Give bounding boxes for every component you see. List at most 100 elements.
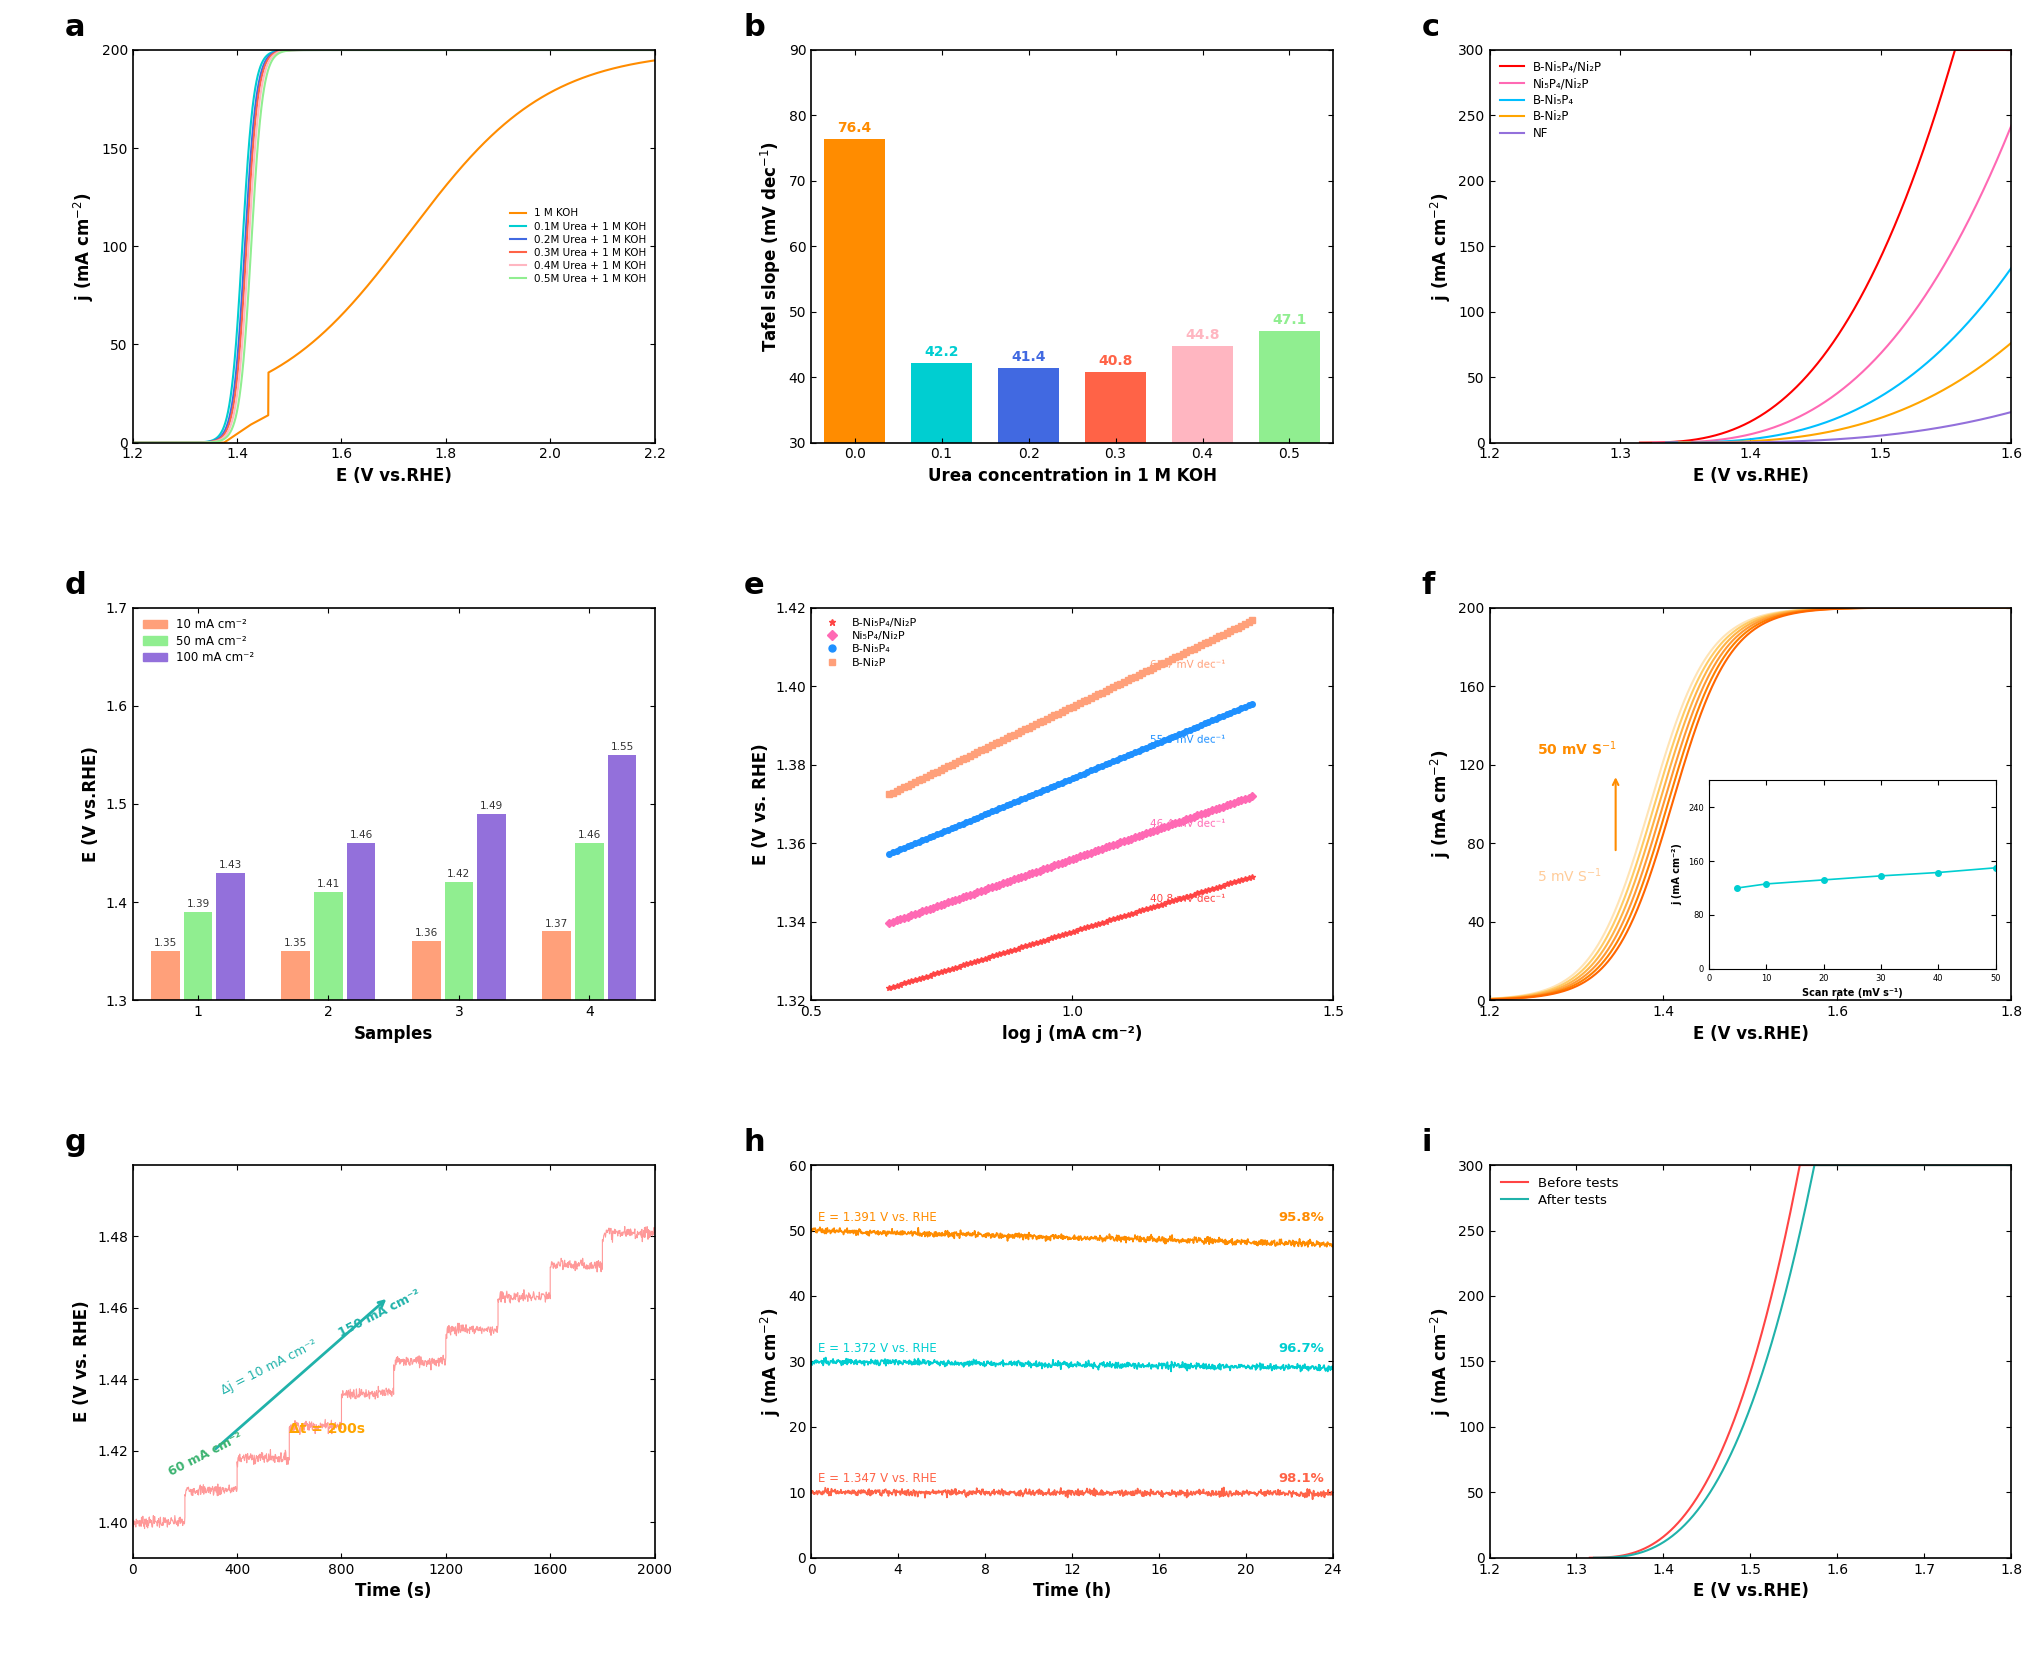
After tests: [1885, 1155, 1909, 1175]
Text: E = 1.372 V vs. RHE: E = 1.372 V vs. RHE: [817, 1341, 937, 1354]
Bar: [1084, 372, 1146, 443]
Ni₅P₄/Ni₂P: [878, 913, 903, 933]
Bar: [151, 951, 180, 1000]
Text: 1.55: 1.55: [611, 741, 633, 751]
B-Ni₂P: [1095, 680, 1119, 700]
Text: 1.43: 1.43: [218, 860, 243, 870]
Y-axis label: j (mA cm$^{-2}$): j (mA cm$^{-2}$): [1429, 750, 1452, 858]
B-Ni₅P₄: [878, 845, 903, 865]
Ni₅P₄/Ni₂P: [1999, 115, 2024, 135]
B-Ni₂P: [1893, 398, 1917, 418]
Text: d: d: [65, 571, 86, 600]
NF: [1707, 433, 1732, 453]
B-Ni₂P: [1689, 433, 1713, 453]
NF: [1885, 423, 1909, 443]
Bar: [825, 138, 884, 443]
Text: E = 1.347 V vs. RHE: E = 1.347 V vs. RHE: [817, 1473, 937, 1486]
X-axis label: E (V vs.RHE): E (V vs.RHE): [1693, 466, 1809, 485]
X-axis label: Time (s): Time (s): [355, 1583, 431, 1599]
Ni₅P₄/Ni₂P: [1885, 325, 1909, 345]
Text: f: f: [1421, 571, 1436, 600]
Ni₅P₄/Ni₂P: [1689, 431, 1713, 451]
Text: 1.35: 1.35: [153, 938, 178, 948]
B-Ni₅P₄/Ni₂P: [1092, 911, 1117, 931]
Line: B-Ni₂P: B-Ni₂P: [886, 616, 1258, 796]
B-Ni₅P₄/Ni₂P: [1893, 188, 1917, 208]
Bar: [999, 368, 1060, 443]
B-Ni₅P₄/Ni₂P: [1836, 310, 1860, 330]
Text: c: c: [1421, 13, 1440, 42]
Before tests: [1893, 1155, 1917, 1175]
B-Ni₅P₄/Ni₂P: [1707, 425, 1732, 445]
Text: 1.41: 1.41: [317, 880, 341, 890]
B-Ni₅P₄: [878, 843, 903, 863]
B-Ni₂P: [878, 783, 903, 803]
B-Ni₂P: [1101, 678, 1125, 698]
Line: After tests: After tests: [1595, 1165, 2011, 1558]
After tests: [1893, 1155, 1917, 1175]
Text: b: b: [743, 13, 766, 42]
Ni₅P₄/Ni₂P: [1095, 836, 1119, 856]
B-Ni₅P₄: [1209, 706, 1233, 726]
B-Ni₂P: [1707, 433, 1732, 453]
Bar: [445, 883, 474, 1000]
B-Ni₂P: [1092, 681, 1117, 701]
Y-axis label: j (mA cm$^{-2}$): j (mA cm$^{-2}$): [1429, 1308, 1452, 1416]
Y-axis label: j (mA cm$^{-2}$): j (mA cm$^{-2}$): [760, 1308, 782, 1416]
Text: 150 mA cm⁻²: 150 mA cm⁻²: [337, 1286, 423, 1339]
Text: 1.46: 1.46: [349, 830, 372, 840]
Ni₅P₄/Ni₂P: [878, 913, 903, 933]
B-Ni₅P₄/Ni₂P: [1101, 910, 1125, 930]
Text: i: i: [1421, 1128, 1431, 1158]
Text: 50 mV S$^{-1}$: 50 mV S$^{-1}$: [1538, 740, 1617, 758]
B-Ni₂P: [1885, 402, 1909, 421]
Ni₅P₄/Ni₂P: [1092, 838, 1117, 858]
X-axis label: E (V vs.RHE): E (V vs.RHE): [1693, 1583, 1809, 1599]
Legend: 10 mA cm⁻², 50 mA cm⁻², 100 mA cm⁻²: 10 mA cm⁻², 50 mA cm⁻², 100 mA cm⁻²: [139, 613, 259, 670]
Ni₅P₄/Ni₂P: [1707, 430, 1732, 450]
Text: 60 mA cm⁻²: 60 mA cm⁻²: [167, 1429, 245, 1479]
B-Ni₂P: [1999, 333, 2024, 353]
Text: 76.4: 76.4: [837, 122, 872, 135]
Text: 96.7%: 96.7%: [1278, 1341, 1325, 1354]
Ni₅P₄/Ni₂P: [1836, 375, 1860, 395]
Before tests: [1689, 1483, 1713, 1503]
Text: 47.1: 47.1: [1272, 313, 1307, 327]
Line: NF: NF: [1693, 412, 2011, 443]
B-Ni₅P₄: [1707, 431, 1732, 451]
X-axis label: E (V vs.RHE): E (V vs.RHE): [335, 466, 451, 485]
Bar: [347, 843, 376, 1000]
Ni₅P₄/Ni₂P: [1209, 798, 1233, 818]
Bar: [314, 893, 343, 1000]
B-Ni₅P₄/Ni₂P: [878, 978, 903, 998]
Before tests: [1707, 1446, 1732, 1466]
Bar: [216, 873, 245, 1000]
Text: Δj = 10 mA cm⁻²: Δj = 10 mA cm⁻²: [218, 1336, 319, 1396]
Legend: B-Ni₅P₄/Ni₂P, Ni₅P₄/Ni₂P, B-Ni₅P₄, B-Ni₂P: B-Ni₅P₄/Ni₂P, Ni₅P₄/Ni₂P, B-Ni₅P₄, B-Ni₂…: [817, 613, 921, 671]
Y-axis label: Tafel slope (mV dec$^{-1}$): Tafel slope (mV dec$^{-1}$): [760, 140, 782, 352]
Y-axis label: j (mA cm$^{-2}$): j (mA cm$^{-2}$): [71, 192, 96, 300]
Text: E = 1.391 V vs. RHE: E = 1.391 V vs. RHE: [817, 1211, 937, 1225]
Legend: B-Ni₅P₄/Ni₂P, Ni₅P₄/Ni₂P, B-Ni₅P₄, B-Ni₂P, NF: B-Ni₅P₄/Ni₂P, Ni₅P₄/Ni₂P, B-Ni₅P₄, B-Ni₂…: [1495, 57, 1607, 145]
B-Ni₂P: [1242, 610, 1266, 630]
Text: 63.7 mV dec⁻¹: 63.7 mV dec⁻¹: [1150, 660, 1225, 670]
NF: [1689, 433, 1713, 453]
Bar: [609, 755, 637, 1000]
Text: 1.42: 1.42: [447, 870, 470, 880]
Line: B-Ni₅P₄/Ni₂P: B-Ni₅P₄/Ni₂P: [886, 873, 1258, 991]
Ni₅P₄/Ni₂P: [1184, 805, 1209, 825]
B-Ni₅P₄/Ni₂P: [1242, 866, 1266, 886]
NF: [1999, 402, 2024, 421]
Before tests: [1885, 1155, 1909, 1175]
NF: [1836, 428, 1860, 448]
Text: 98.1%: 98.1%: [1278, 1473, 1325, 1486]
Text: a: a: [65, 13, 86, 42]
B-Ni₅P₄: [1242, 693, 1266, 713]
B-Ni₅P₄: [1184, 716, 1209, 736]
Line: Ni₅P₄/Ni₂P: Ni₅P₄/Ni₂P: [886, 793, 1258, 926]
Text: Δt = 200s: Δt = 200s: [290, 1421, 366, 1436]
After tests: [1707, 1466, 1732, 1486]
Y-axis label: j (mA cm$^{-2}$): j (mA cm$^{-2}$): [1429, 192, 1452, 300]
After tests: [1689, 1496, 1713, 1516]
B-Ni₅P₄: [1689, 433, 1713, 453]
